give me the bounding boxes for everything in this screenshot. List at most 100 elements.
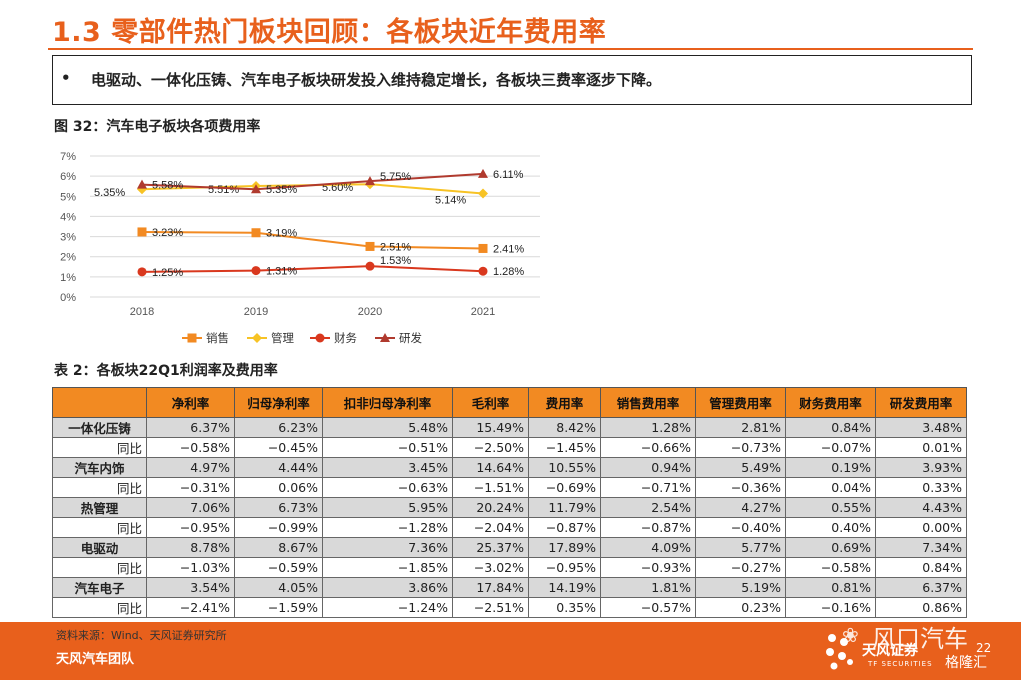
header-cell: 净利率 xyxy=(146,387,235,418)
table-cell: −0.66% xyxy=(600,437,696,458)
header-cell: 销售费用率 xyxy=(600,387,696,418)
table-header-row: 净利率 归母净利率 扣非归母净利率 毛利率 费用率 销售费用率 管理费用率 财务费用率 研发费用… xyxy=(52,387,967,418)
row-label: 同比 xyxy=(52,517,147,538)
data-label: 5.75% xyxy=(380,171,411,183)
table-cell: 0.69% xyxy=(785,537,876,558)
y-tick-label: 2% xyxy=(60,252,76,264)
y-tick-label: 7% xyxy=(60,151,76,163)
series-line xyxy=(141,230,484,250)
title-divider xyxy=(48,48,973,50)
data-label: 3.19% xyxy=(266,228,297,240)
series-line xyxy=(141,172,484,191)
table-cell: −0.71% xyxy=(600,477,696,498)
table-cell: 0.01% xyxy=(875,437,967,458)
data-label: 3.23% xyxy=(152,227,183,239)
table-cell: 7.36% xyxy=(322,537,453,558)
header-cell: 归母净利率 xyxy=(234,387,323,418)
table-cell: 0.35% xyxy=(528,597,601,618)
table-cell: 1.28% xyxy=(600,417,696,438)
legend-entry: 财务 xyxy=(334,331,357,345)
table-cell: 0.55% xyxy=(785,497,876,518)
row-label: 同比 xyxy=(52,477,147,498)
table-cell: 8.78% xyxy=(146,537,235,558)
table-row: 汽车内饰 4.97% 4.44% 3.45% 14.64% 10.55% 0.94% 5.49… xyxy=(52,457,967,478)
table-cell: 4.27% xyxy=(695,497,786,518)
data-point xyxy=(478,243,488,253)
footer-bar xyxy=(0,622,1021,680)
header-cell-blank xyxy=(52,387,147,418)
legend-entry: 管理 xyxy=(271,331,294,345)
data-point xyxy=(187,333,197,343)
y-tick-label: 5% xyxy=(60,191,76,203)
legend-entry: 研发 xyxy=(399,331,422,345)
table-cell: −2.50% xyxy=(452,437,529,458)
chart-series: 3.23% 3.19% 2.51% 2.41% 5.35% 5.51% 5.60% 5.14%… xyxy=(94,168,524,279)
table-cell: −2.51% xyxy=(452,597,529,618)
y-tick-label: 6% xyxy=(60,171,76,183)
row-label: 同比 xyxy=(52,557,147,578)
table-cell: −0.40% xyxy=(695,517,786,538)
watermark-primary: 风口汽车 xyxy=(872,625,968,653)
table-cell: −0.51% xyxy=(322,437,453,458)
table-cell: 5.19% xyxy=(695,577,786,598)
chart-x-axis: 2018 2019 2020 2021 xyxy=(130,306,495,318)
table-cell: 25.37% xyxy=(452,537,529,558)
data-point xyxy=(478,168,488,178)
brand-name: 天风证券 xyxy=(862,643,918,659)
wechat-icon: ❀ xyxy=(842,623,859,647)
series-销售: 3.23% 3.19% 2.51% 2.41% xyxy=(137,227,524,255)
table-cell: −0.99% xyxy=(234,517,323,538)
figure-caption: 图 32：汽车电子板块各项费用率 xyxy=(54,119,261,135)
table-row: 汽车电子 3.54% 4.05% 3.86% 17.84% 14.19% 1.81% 5.19… xyxy=(52,577,967,598)
table-cell: −0.95% xyxy=(146,517,235,538)
data-point xyxy=(478,188,488,199)
table-cell: −0.31% xyxy=(146,477,235,498)
table-cell: 3.86% xyxy=(322,577,453,598)
table-cell: 4.43% xyxy=(875,497,967,518)
x-tick-label: 2019 xyxy=(244,306,268,318)
table-cell: −2.04% xyxy=(452,517,529,538)
watermark-secondary: 格隆汇 xyxy=(945,655,987,671)
page-title: 1.3 零部件热门板块回顾：各板块近年费用率 xyxy=(52,17,607,48)
row-label: 一体化压铸 xyxy=(52,417,147,438)
table-cell: −0.69% xyxy=(528,477,601,498)
table-cell: 0.33% xyxy=(875,477,967,498)
table-cell: 0.86% xyxy=(875,597,967,618)
table-cell: 4.44% xyxy=(234,457,323,478)
table-cell: 5.49% xyxy=(695,457,786,478)
series-line xyxy=(141,265,484,273)
source-note: 资料来源：Wind、天风证券研究所 xyxy=(56,629,227,642)
table-row-yoy: 同比 −0.31% 0.06% −0.63% −1.51% −0.69% −0.71% −0.… xyxy=(52,477,967,498)
bullet-marker: • xyxy=(61,69,71,87)
table-cell: −0.59% xyxy=(234,557,323,578)
data-point xyxy=(380,333,390,342)
summary-text: 电驱动、一体化压铸、汽车电子板块研发投入维持稳定增长，各板块三费率逐步下降。 xyxy=(91,71,662,89)
data-point xyxy=(365,241,375,251)
table-cell: 2.54% xyxy=(600,497,696,518)
data-point xyxy=(251,184,261,194)
table-cell: 1.81% xyxy=(600,577,696,598)
header-cell: 研发费用率 xyxy=(875,387,967,418)
table-cell: 0.23% xyxy=(695,597,786,618)
table-cell: −2.41% xyxy=(146,597,235,618)
table-row: 热管理 7.06% 6.73% 5.95% 20.24% 11.79% 2.54% 4.27%… xyxy=(52,497,967,518)
header-cell: 扣非归母净利率 xyxy=(322,387,453,418)
table-cell: 5.48% xyxy=(322,417,453,438)
table-cell: 10.55% xyxy=(528,457,601,478)
table-cell: 6.37% xyxy=(875,577,967,598)
data-label: 5.14% xyxy=(435,194,466,206)
chart-legend: 销售 管理 财务 研发 xyxy=(182,331,422,345)
table-cell: −1.28% xyxy=(322,517,453,538)
row-label: 同比 xyxy=(52,437,147,458)
series-财务: 1.25% 1.31% 1.53% 1.28% xyxy=(137,255,524,279)
x-tick-label: 2018 xyxy=(130,306,154,318)
row-label: 电驱动 xyxy=(52,537,147,558)
table-cell: −1.85% xyxy=(322,557,453,578)
row-label: 汽车电子 xyxy=(52,577,147,598)
table-cell: 4.05% xyxy=(234,577,323,598)
table-cell: 17.84% xyxy=(452,577,529,598)
data-point xyxy=(252,333,262,343)
legend-entry: 销售 xyxy=(206,331,229,345)
table-cell: 3.54% xyxy=(146,577,235,598)
y-tick-label: 0% xyxy=(60,292,76,304)
